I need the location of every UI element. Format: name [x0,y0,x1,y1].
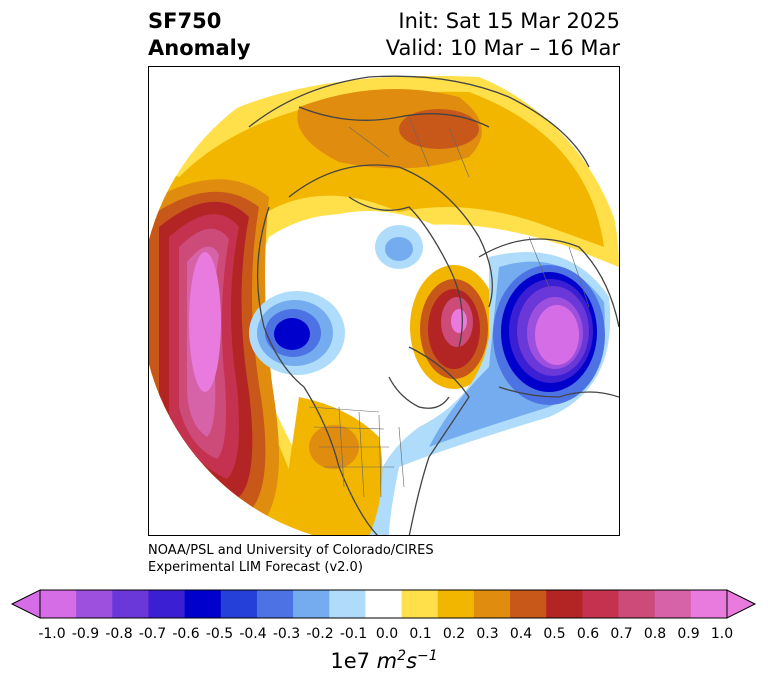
units-m: m [376,649,398,673]
title-right: Init: Sat 15 Mar 2025 Valid: 10 Mar – 16… [386,8,620,62]
colorbar-cell [365,590,403,618]
variable-name: SF750 [148,9,222,33]
political-boundaries [308,116,590,498]
field-type: Anomaly [148,36,251,60]
colorbar-ticks: -1.0 -0.9 -0.8 -0.7 -0.6 -0.5 -0.4 -0.3 -0.2 -0.1… [0,626,768,644]
colorbar-cell [40,590,77,618]
colorbar-tick-label: 0.4 [509,626,533,642]
colorbar-cell [220,590,258,618]
colorbar-cell [256,590,294,618]
colorbar-tick-label: -0.9 [71,626,100,642]
colorbar [10,589,757,619]
colorbar-cell [473,590,511,618]
colorbar-cell [293,590,330,618]
colorbar-tick-label: 1.0 [710,626,734,642]
credit-line-2: Experimental LIM Forecast (v2.0) [148,560,363,575]
colorbar-cell [112,590,149,618]
colorbar-cell [654,590,692,618]
colorbar-outline [39,589,728,619]
colorbar-tick-label: 0.3 [476,626,499,642]
colorbar-under-arrow [10,589,41,619]
colorbar-cell [76,590,113,618]
coastlines [248,75,619,535]
colorbar-cell [184,590,222,618]
colorbar-cells [40,590,728,618]
colorbar-over-arrow [726,589,757,619]
colorbar-cell [401,590,439,618]
colorbar-cell [148,590,186,618]
credit-line-1: NOAA/PSL and University of Colorado/CIRE… [148,543,434,558]
colorbar-tick-label: 0.0 [375,626,399,642]
colorbar-tick-label: 0.9 [677,626,700,642]
colorbar-cell [329,590,366,618]
units-sup1: 2 [397,648,407,664]
colorbar-tick-label: 0.7 [610,626,633,642]
colorbar-tick-label: -0.7 [138,626,167,642]
colorbar-cell [582,590,620,618]
valid-range: Valid: 10 Mar – 16 Mar [385,36,620,60]
colorbar-tick-label: -1.0 [38,626,66,642]
colorbar-tick-label: 0.2 [442,626,466,642]
colorbar-tick-label: -0.4 [239,626,267,642]
title-left: SF750 Anomaly [148,8,251,62]
map-panel [148,66,620,536]
anomaly-map [149,67,619,535]
colorbar-cell [618,590,656,618]
colorbar-tick-label: 0.6 [576,626,600,642]
colorbar-tick-label: -0.8 [105,626,133,642]
anomaly-field [149,67,619,535]
colorbar-cell [690,590,728,618]
colorbar-tick-label: 0.5 [543,626,566,642]
colorbar-cell [437,590,475,618]
colorbar-tick-label: -0.5 [205,626,234,642]
colorbar-tick-label: -0.6 [172,626,200,642]
credit-text: NOAA/PSL and University of Colorado/CIRE… [148,542,434,576]
colorbar-tick-label: 0.8 [643,626,667,642]
colorbar-units: 1e7 m2s−1 [0,648,768,673]
colorbar-tick-label: -0.3 [272,626,301,642]
units-sup2: −1 [417,648,438,664]
colorbar-tick-label: 0.1 [409,626,432,642]
units-prefix: 1e7 [330,649,377,673]
colorbar-tick-label: -0.2 [306,626,334,642]
init-date: Init: Sat 15 Mar 2025 [398,9,620,33]
units-s: s [406,649,418,673]
colorbar-cell [546,590,583,618]
colorbar-cell [510,590,547,618]
colorbar-tick-label: -0.1 [339,626,368,642]
